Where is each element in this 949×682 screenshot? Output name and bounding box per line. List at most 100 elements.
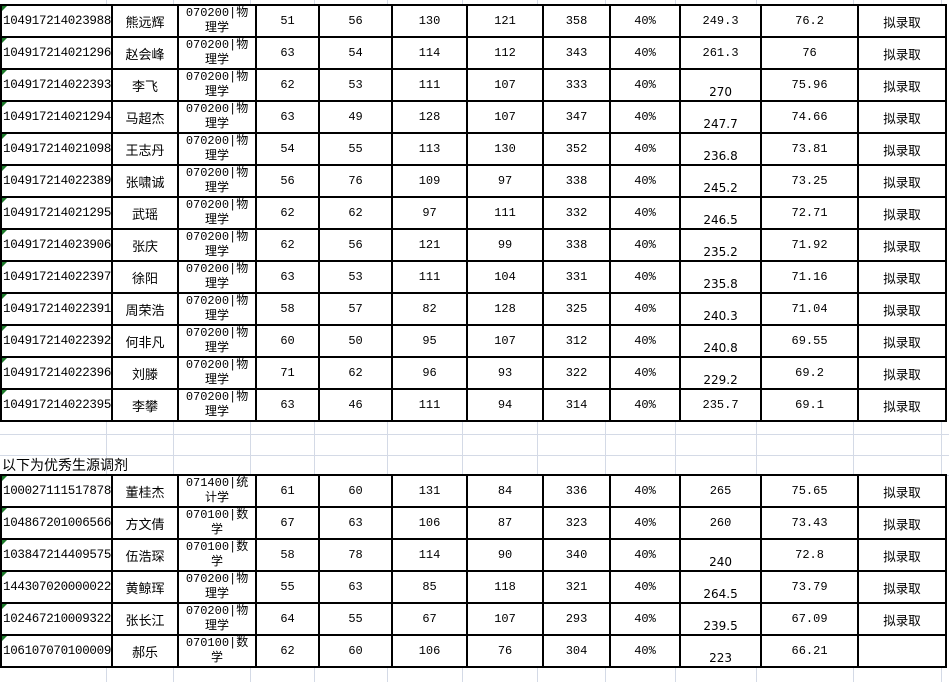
major-cell[interactable]: 070200|物理学 (177, 324, 258, 358)
final-score-cell[interactable]: 76.2 (760, 4, 860, 38)
final-score-cell[interactable]: 72.71 (760, 196, 860, 230)
final-score-cell[interactable]: 75.96 (760, 68, 860, 102)
candidate-id-cell[interactable]: 103847214409575 (0, 538, 114, 572)
name-cell[interactable]: 武瑶 (111, 196, 180, 230)
name-cell[interactable]: 李飞 (111, 68, 180, 102)
weighted-score-cell[interactable]: 260 (679, 506, 763, 540)
total-score-cell[interactable]: 338 (542, 228, 612, 262)
score-subject2-cell[interactable]: 97 (466, 164, 545, 198)
score-subject2-cell[interactable]: 87 (466, 506, 545, 540)
ratio-cell[interactable]: 40% (609, 36, 682, 70)
name-cell[interactable]: 马超杰 (111, 100, 180, 134)
ratio-cell[interactable]: 40% (609, 260, 682, 294)
score-politics-cell[interactable]: 63 (255, 36, 321, 70)
name-cell[interactable]: 董桂杰 (111, 474, 180, 508)
major-cell[interactable]: 070100|数学 (177, 538, 258, 572)
total-score-cell[interactable]: 347 (542, 100, 612, 134)
status-cell[interactable]: 拟录取 (857, 228, 948, 262)
score-politics-cell[interactable]: 56 (255, 164, 321, 198)
weighted-score-cell[interactable]: 240 (679, 538, 763, 572)
score-subject1-cell[interactable]: 97 (391, 196, 469, 230)
major-cell[interactable]: 070200|物理学 (177, 36, 258, 70)
name-cell[interactable]: 刘滕 (111, 356, 180, 390)
score-politics-cell[interactable]: 61 (255, 474, 321, 508)
ratio-cell[interactable]: 40% (609, 474, 682, 508)
name-cell[interactable]: 张庆 (111, 228, 180, 262)
final-score-cell[interactable]: 71.92 (760, 228, 860, 262)
candidate-id-cell[interactable]: 104917214022396 (0, 356, 114, 390)
major-cell[interactable]: 070100|数学 (177, 506, 258, 540)
major-cell[interactable]: 070200|物理学 (177, 260, 258, 294)
weighted-score-cell[interactable]: 235.7 (679, 388, 763, 422)
total-score-cell[interactable]: 340 (542, 538, 612, 572)
status-cell[interactable] (857, 634, 948, 668)
total-score-cell[interactable]: 325 (542, 292, 612, 326)
score-subject1-cell[interactable]: 95 (391, 324, 469, 358)
score-subject1-cell[interactable]: 111 (391, 260, 469, 294)
score-politics-cell[interactable]: 62 (255, 68, 321, 102)
total-score-cell[interactable]: 352 (542, 132, 612, 166)
score-subject2-cell[interactable]: 93 (466, 356, 545, 390)
score-subject1-cell[interactable]: 130 (391, 4, 469, 38)
score-subject1-cell[interactable]: 106 (391, 634, 469, 668)
score-english-cell[interactable]: 78 (318, 538, 394, 572)
major-cell[interactable]: 070200|物理学 (177, 100, 258, 134)
name-cell[interactable]: 赵会峰 (111, 36, 180, 70)
candidate-id-cell[interactable]: 104917214021295 (0, 196, 114, 230)
status-cell[interactable]: 拟录取 (857, 68, 948, 102)
ratio-cell[interactable]: 40% (609, 506, 682, 540)
score-english-cell[interactable]: 62 (318, 356, 394, 390)
score-politics-cell[interactable]: 63 (255, 388, 321, 422)
score-subject2-cell[interactable]: 94 (466, 388, 545, 422)
score-subject1-cell[interactable]: 113 (391, 132, 469, 166)
score-english-cell[interactable]: 76 (318, 164, 394, 198)
weighted-score-cell[interactable]: 229.2 (679, 356, 763, 390)
total-score-cell[interactable]: 332 (542, 196, 612, 230)
final-score-cell[interactable]: 66.21 (760, 634, 860, 668)
ratio-cell[interactable]: 40% (609, 68, 682, 102)
candidate-id-cell[interactable]: 104917214023988 (0, 4, 114, 38)
name-cell[interactable]: 伍浩琛 (111, 538, 180, 572)
score-subject1-cell[interactable]: 114 (391, 36, 469, 70)
total-score-cell[interactable]: 338 (542, 164, 612, 198)
weighted-score-cell[interactable]: 236.8 (679, 132, 763, 166)
candidate-id-cell[interactable]: 102467210009322 (0, 602, 114, 636)
score-subject2-cell[interactable]: 118 (466, 570, 545, 604)
weighted-score-cell[interactable]: 265 (679, 474, 763, 508)
total-score-cell[interactable]: 323 (542, 506, 612, 540)
score-subject1-cell[interactable]: 121 (391, 228, 469, 262)
score-english-cell[interactable]: 56 (318, 4, 394, 38)
final-score-cell[interactable]: 73.79 (760, 570, 860, 604)
score-subject1-cell[interactable]: 67 (391, 602, 469, 636)
score-politics-cell[interactable]: 58 (255, 292, 321, 326)
score-subject2-cell[interactable]: 112 (466, 36, 545, 70)
score-subject2-cell[interactable]: 84 (466, 474, 545, 508)
score-politics-cell[interactable]: 71 (255, 356, 321, 390)
score-subject2-cell[interactable]: 107 (466, 68, 545, 102)
final-score-cell[interactable]: 69.55 (760, 324, 860, 358)
weighted-score-cell[interactable]: 239.5 (679, 602, 763, 636)
score-english-cell[interactable]: 53 (318, 260, 394, 294)
ratio-cell[interactable]: 40% (609, 634, 682, 668)
total-score-cell[interactable]: 336 (542, 474, 612, 508)
ratio-cell[interactable]: 40% (609, 324, 682, 358)
candidate-id-cell[interactable]: 104917214022393 (0, 68, 114, 102)
total-score-cell[interactable]: 343 (542, 36, 612, 70)
score-english-cell[interactable]: 60 (318, 634, 394, 668)
major-cell[interactable]: 070200|物理学 (177, 356, 258, 390)
major-cell[interactable]: 070200|物理学 (177, 4, 258, 38)
major-cell[interactable]: 070200|物理学 (177, 602, 258, 636)
ratio-cell[interactable]: 40% (609, 164, 682, 198)
score-subject2-cell[interactable]: 99 (466, 228, 545, 262)
final-score-cell[interactable]: 71.04 (760, 292, 860, 326)
final-score-cell[interactable]: 74.66 (760, 100, 860, 134)
ratio-cell[interactable]: 40% (609, 196, 682, 230)
total-score-cell[interactable]: 358 (542, 4, 612, 38)
name-cell[interactable]: 王志丹 (111, 132, 180, 166)
status-cell[interactable]: 拟录取 (857, 602, 948, 636)
name-cell[interactable]: 方文倩 (111, 506, 180, 540)
total-score-cell[interactable]: 333 (542, 68, 612, 102)
score-politics-cell[interactable]: 58 (255, 538, 321, 572)
score-politics-cell[interactable]: 67 (255, 506, 321, 540)
status-cell[interactable]: 拟录取 (857, 570, 948, 604)
